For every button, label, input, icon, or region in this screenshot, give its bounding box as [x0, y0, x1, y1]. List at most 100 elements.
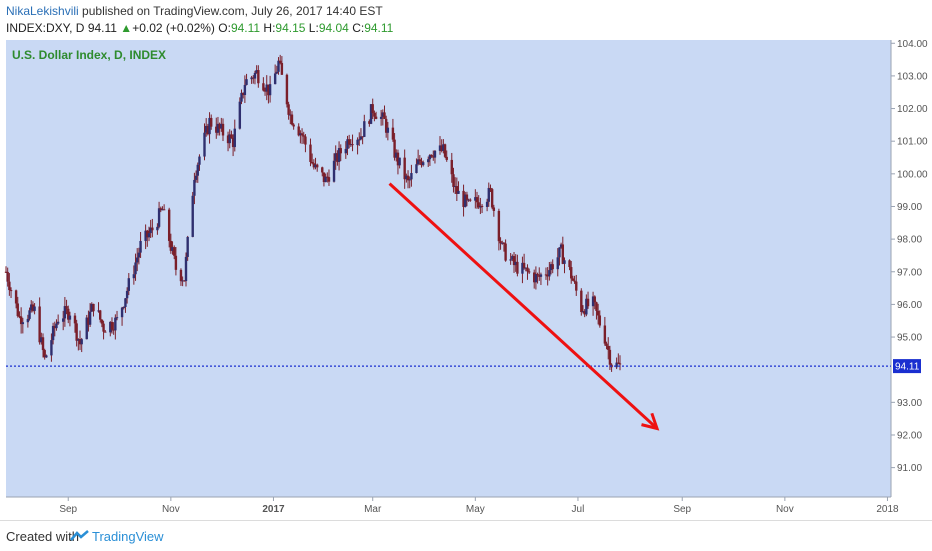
candle-body [19, 316, 23, 325]
candle-body [137, 252, 141, 258]
candle-body [233, 128, 236, 148]
time-axis[interactable] [6, 497, 891, 515]
candle-body [159, 208, 162, 211]
candle-body [169, 240, 173, 251]
candle-body [240, 92, 243, 102]
candle-body [573, 280, 576, 282]
candle-body [358, 139, 361, 141]
candle-body [421, 162, 425, 166]
candle-body [75, 323, 78, 341]
x-tick-label: Sep [673, 504, 691, 515]
candle-body [416, 159, 420, 165]
candle-body [228, 134, 231, 144]
candle-body [238, 101, 242, 129]
author-link[interactable]: NikaLekishvili [6, 4, 79, 18]
candle-body [109, 321, 112, 333]
candle-body [241, 92, 245, 96]
chart-canvas[interactable]: 104.00 103.00 102.00 101.00 100.00 99.00 98.00… [0, 0, 932, 520]
candle-body [427, 159, 430, 163]
candle-body [268, 84, 272, 96]
candle-body [403, 157, 406, 180]
candle-body [184, 256, 188, 282]
candle-body [373, 113, 376, 117]
candle-body [608, 349, 612, 365]
candle-body [204, 125, 208, 133]
candle-body [171, 247, 174, 251]
candle-body [321, 167, 324, 173]
candle-body [173, 247, 176, 256]
candle-body [292, 124, 295, 127]
candle-body [363, 121, 366, 137]
candle-body [198, 156, 201, 165]
candle-body [548, 270, 551, 277]
candle-body [65, 306, 68, 309]
candle-body [9, 290, 13, 292]
candle-body [67, 308, 70, 320]
candle-body [186, 236, 189, 257]
candle-body [87, 317, 90, 325]
candle-body [457, 190, 460, 194]
change-value: +0.02 (+0.02%) [132, 21, 215, 35]
candle-body [509, 259, 512, 261]
candle-body [561, 244, 565, 264]
candle-body [179, 269, 183, 282]
candle-body [102, 323, 105, 332]
y-tick-label: 99.00 [897, 202, 922, 213]
tradingview-brand[interactable]: TradingView [92, 529, 164, 544]
y-tick-label: 103.00 [897, 71, 928, 82]
candle-body [395, 152, 398, 158]
candle-body [499, 241, 502, 244]
candle-body [618, 363, 622, 365]
candle-body [250, 77, 253, 80]
candle-body [120, 307, 124, 318]
trend-arrow[interactable] [388, 182, 660, 431]
candle-body [361, 136, 364, 138]
candle-body [285, 74, 289, 105]
candle-body [125, 290, 129, 299]
y-tick-label: 104.00 [897, 39, 928, 50]
x-tick-label: May [466, 504, 485, 515]
price-axis[interactable] [891, 40, 932, 497]
y-tick-label: 95.00 [897, 333, 922, 344]
candle-body [475, 197, 479, 203]
candle-body [265, 84, 268, 92]
candle-body [41, 337, 45, 351]
candle-body [585, 298, 588, 315]
x-tick-label: Sep [59, 504, 77, 515]
candle-body [194, 175, 198, 180]
candle-body [593, 296, 596, 303]
candle-body [497, 210, 501, 242]
plot-area[interactable] [6, 40, 891, 497]
candle-body [262, 83, 265, 91]
candle-body [252, 77, 255, 79]
candle-body [8, 281, 11, 291]
candle-body [245, 79, 248, 85]
candle-body [215, 126, 218, 133]
candle-body [551, 264, 554, 270]
candle-body [442, 144, 445, 151]
candle-body [263, 90, 267, 92]
last-price: 94.11 [87, 21, 117, 35]
candle-body [302, 135, 305, 137]
candle-body [161, 209, 164, 211]
candle-body [524, 267, 527, 269]
candle-body [450, 159, 453, 175]
candle-body [297, 126, 300, 136]
candle-body [127, 278, 130, 291]
candle-body [290, 114, 294, 125]
candle-body [275, 71, 279, 74]
candle-body [607, 346, 610, 350]
candle-body [556, 257, 559, 270]
candle-body [300, 133, 304, 136]
candle-body [405, 175, 408, 180]
candle-body [440, 145, 443, 151]
symbol-label: INDEX:DXY, D [6, 21, 85, 35]
candle-body [322, 172, 326, 183]
candle-body [369, 104, 373, 124]
candle-body [438, 145, 442, 151]
candle-body [571, 278, 575, 281]
candle-body [474, 197, 477, 201]
candle-body [511, 256, 514, 260]
candle-body [575, 281, 578, 291]
candle-body [563, 260, 566, 264]
